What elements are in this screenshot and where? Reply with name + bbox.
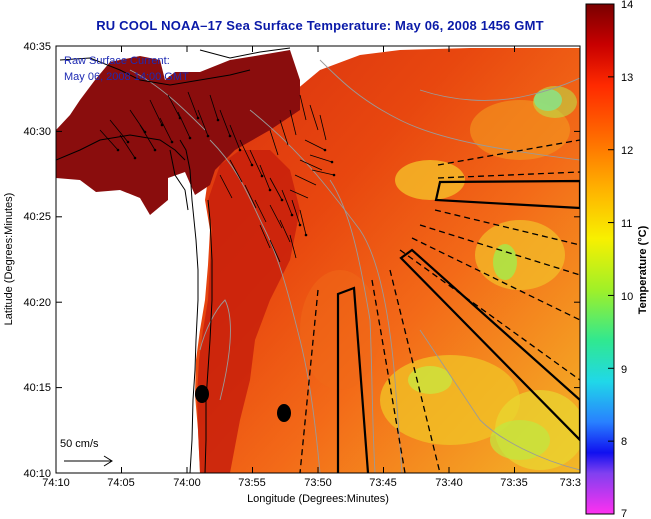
sst-map-area: Raw Surface Current: May 06, 2008 14:00 …: [56, 46, 580, 473]
green-patch: [533, 86, 577, 118]
colorbar-tick-label: 11: [621, 218, 632, 230]
x-tick-label: 73:35: [500, 477, 528, 489]
y-axis-label: Latitude (Degrees:Minutes): [3, 193, 15, 326]
colorbar-ticks: 14 13 12 11 10 9 8 7: [621, 0, 633, 519]
surface-current-vectors: [99, 91, 335, 263]
colorbar-tick-label: 10: [621, 291, 633, 303]
colorbar-tick-label: 13: [621, 72, 633, 84]
y-tick-label: 40:15: [23, 382, 51, 394]
x-tick-label: 73:3: [560, 477, 581, 489]
x-tick-label: 73:40: [435, 477, 463, 489]
orange-patch: [300, 270, 380, 390]
x-tick-marks: [55, 46, 581, 473]
scale-label: 50 cm/s: [60, 438, 99, 450]
y-tick-marks: [56, 45, 580, 474]
vector-heads: [116, 116, 336, 237]
x-tick-label: 73:45: [369, 477, 397, 489]
current-legend-line2: May 06, 2008 14:00 GMT: [64, 71, 189, 83]
radar-beam-outlines: [336, 179, 580, 473]
x-tick-label: 74:10: [42, 477, 70, 489]
bathymetry-contours: [129, 59, 580, 473]
green-patch: [490, 420, 550, 460]
colorbar-tick-label: 14: [621, 0, 633, 11]
x-axis-label: Longitude (Degrees:Minutes): [247, 493, 389, 505]
y-tick-label: 40:35: [23, 41, 51, 53]
current-legend-line1: Raw Surface Current:: [64, 55, 170, 67]
x-tick-label: 73:55: [238, 477, 266, 489]
coastal-site-marker: [195, 385, 209, 403]
colorbar-tick-label: 9: [621, 364, 627, 376]
x-tick-label: 74:00: [173, 477, 201, 489]
y-tick-label: 40:30: [23, 126, 51, 138]
coastal-site-marker: [277, 404, 291, 422]
yellow-patch: [395, 160, 465, 200]
y-tick-label: 40:20: [23, 297, 51, 309]
scale-arrow: [64, 455, 113, 467]
colorbar: [585, 3, 615, 515]
colorbar-tick-label: 7: [621, 508, 627, 519]
y-tick-label: 40:25: [23, 211, 51, 223]
x-tick-label: 73:50: [304, 477, 332, 489]
colorbar-tick-marks: [608, 3, 614, 515]
map-title: RU COOL NOAA–17 Sea Surface Temperature:…: [96, 18, 544, 33]
yellow-patch: [475, 220, 565, 290]
x-tick-label: 74:05: [107, 477, 135, 489]
hot-water-block: [56, 50, 300, 215]
coastline: [56, 47, 291, 473]
colorbar-tick-label: 12: [621, 145, 633, 157]
radar-beam-dashed-lines: [299, 139, 580, 473]
y-tick-label: 40:10: [23, 468, 51, 480]
y-tick-labels: 40:35 40:30 40:25 40:20 40:15 40:10: [23, 41, 51, 480]
x-tick-labels: 74:10 74:05 74:00 73:55 73:50 73:45 73:4…: [42, 477, 581, 489]
colorbar-tick-label: 8: [621, 436, 627, 448]
warm-coastal-band: [197, 150, 300, 473]
colorbar-label: Temperature (°C): [637, 225, 649, 314]
